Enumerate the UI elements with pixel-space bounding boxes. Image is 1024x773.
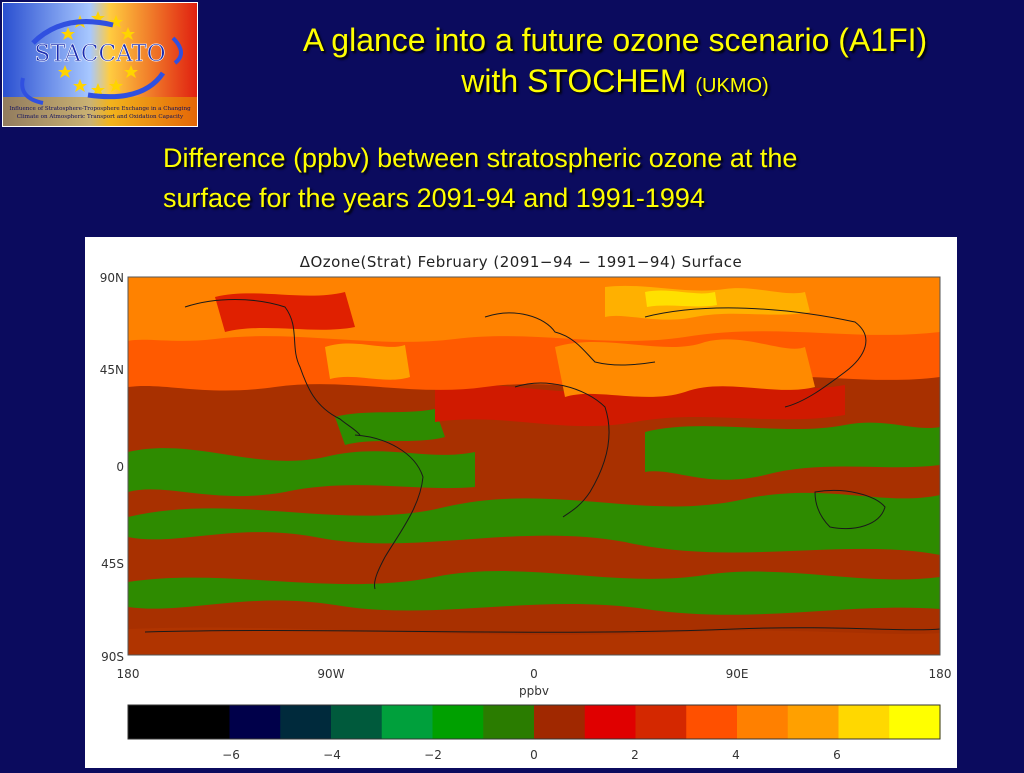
ozone-map-panel: ΔOzone(Strat) February (2091−94 − 1991−9… — [85, 237, 957, 768]
colorbar-frame — [127, 704, 941, 740]
lon-label: 180 — [929, 667, 952, 681]
staccato-logo: STACCATO Influence of Stratosphere-Tropo… — [2, 2, 198, 127]
lon-label: 90W — [317, 667, 344, 681]
slide-title-main: with STOCHEM — [461, 63, 687, 99]
slide-title: A glance into a future ozone scenario (A… — [200, 20, 1024, 107]
ozone-difference-map: ΔOzone(Strat) February (2091−94 − 1991−9… — [100, 253, 952, 762]
colorbar-swatch — [229, 705, 281, 739]
colorbar-tick: 2 — [631, 748, 639, 762]
eu-stars-with-arrows-icon: STACCATO Influence of Stratosphere-Tropo… — [3, 3, 197, 126]
map-field — [128, 277, 940, 655]
colorbar-tick: 0 — [530, 748, 538, 762]
colorbar-swatch — [686, 705, 738, 739]
colorbar-swatch — [178, 705, 231, 739]
slide-title-line1: A glance into a future ozone scenario (A… — [302, 22, 928, 58]
colorbar-swatch — [838, 705, 890, 739]
colorbar-swatch — [889, 705, 941, 739]
colorbar-tick: −6 — [222, 748, 240, 762]
colorbar-swatch — [787, 705, 840, 739]
subtitle-line2: surface for the years 2091-94 and 1991-1… — [163, 183, 705, 213]
logo-tagline-2: Climate on Atmospheric Transport and Oxi… — [17, 114, 184, 120]
colorbar-swatch — [280, 705, 332, 739]
lat-label: 90N — [100, 271, 124, 285]
lat-label: 45N — [100, 363, 124, 377]
lat-label: 0 — [116, 460, 124, 474]
slide-title-line2: with STOCHEM (UKMO) — [200, 61, 1024, 107]
colorbar-swatch — [483, 705, 535, 739]
colorbar-ticks: −6 −4 −2 0 2 4 6 — [222, 748, 841, 762]
coastlines — [144, 299, 941, 633]
slide-title-suffix: (UKMO) — [695, 75, 769, 97]
colorbar-swatch — [737, 705, 789, 739]
lon-label: 180 — [117, 667, 140, 681]
colorbar-swatch — [584, 705, 637, 739]
colorbar-swatch — [432, 705, 484, 739]
colorbar-tick: 6 — [833, 748, 841, 762]
colorbar-tick: 4 — [732, 748, 740, 762]
colorbar-tick: −4 — [323, 748, 341, 762]
subtitle-line1: Difference (ppbv) between stratospheric … — [163, 143, 798, 173]
colorbar-swatch — [635, 705, 687, 739]
colorbar-tick: −2 — [424, 748, 442, 762]
unit-label: ppbv — [519, 684, 549, 698]
lon-label: 0 — [530, 667, 538, 681]
slide-subtitle: Difference (ppbv) between stratospheric … — [163, 138, 983, 218]
lon-label: 90E — [726, 667, 749, 681]
colorbar — [127, 704, 941, 740]
logo-wordmark: STACCATO — [34, 41, 165, 67]
colorbar-swatch — [534, 705, 586, 739]
colorbar-swatch — [331, 705, 383, 739]
lat-label: 90S — [101, 650, 124, 664]
colorbar-swatch — [381, 705, 434, 739]
colorbar-swatch — [128, 705, 180, 739]
map-title: ΔOzone(Strat) February (2091−94 − 1991−9… — [300, 253, 743, 271]
lat-label: 45S — [101, 557, 124, 571]
map-frame — [127, 276, 941, 656]
logo-tagline-1: Influence of Stratosphere-Troposphere Ex… — [9, 106, 191, 112]
